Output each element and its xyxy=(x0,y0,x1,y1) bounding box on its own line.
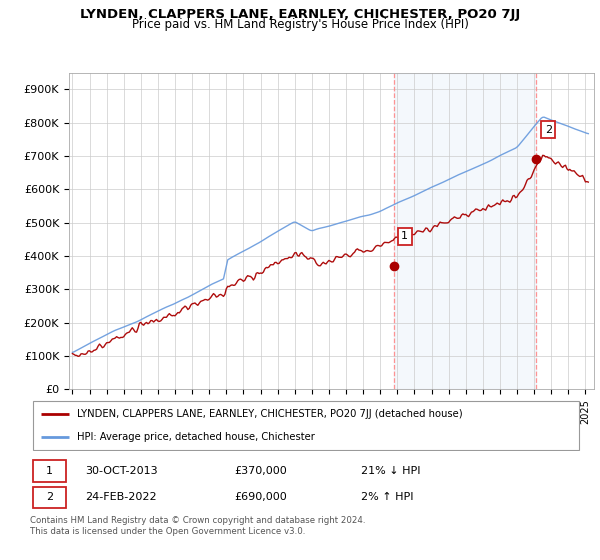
Text: 2: 2 xyxy=(46,492,53,502)
Text: 2: 2 xyxy=(545,125,552,135)
Text: 1: 1 xyxy=(401,231,408,241)
Text: Price paid vs. HM Land Registry's House Price Index (HPI): Price paid vs. HM Land Registry's House … xyxy=(131,18,469,31)
FancyBboxPatch shape xyxy=(33,460,66,482)
Text: 2% ↑ HPI: 2% ↑ HPI xyxy=(361,492,414,502)
Text: £690,000: £690,000 xyxy=(234,492,287,502)
Text: 1: 1 xyxy=(46,466,53,476)
Text: £370,000: £370,000 xyxy=(234,466,287,476)
Bar xyxy=(394,73,536,389)
Text: 21% ↓ HPI: 21% ↓ HPI xyxy=(361,466,421,476)
FancyBboxPatch shape xyxy=(33,402,578,450)
Text: Contains HM Land Registry data © Crown copyright and database right 2024.
This d: Contains HM Land Registry data © Crown c… xyxy=(30,516,365,536)
Text: 24-FEB-2022: 24-FEB-2022 xyxy=(85,492,157,502)
Text: LYNDEN, CLAPPERS LANE, EARNLEY, CHICHESTER, PO20 7JJ: LYNDEN, CLAPPERS LANE, EARNLEY, CHICHEST… xyxy=(80,8,520,21)
Text: HPI: Average price, detached house, Chichester: HPI: Average price, detached house, Chic… xyxy=(77,432,315,442)
Text: LYNDEN, CLAPPERS LANE, EARNLEY, CHICHESTER, PO20 7JJ (detached house): LYNDEN, CLAPPERS LANE, EARNLEY, CHICHEST… xyxy=(77,409,463,419)
Text: 30-OCT-2013: 30-OCT-2013 xyxy=(85,466,158,476)
FancyBboxPatch shape xyxy=(33,487,66,508)
